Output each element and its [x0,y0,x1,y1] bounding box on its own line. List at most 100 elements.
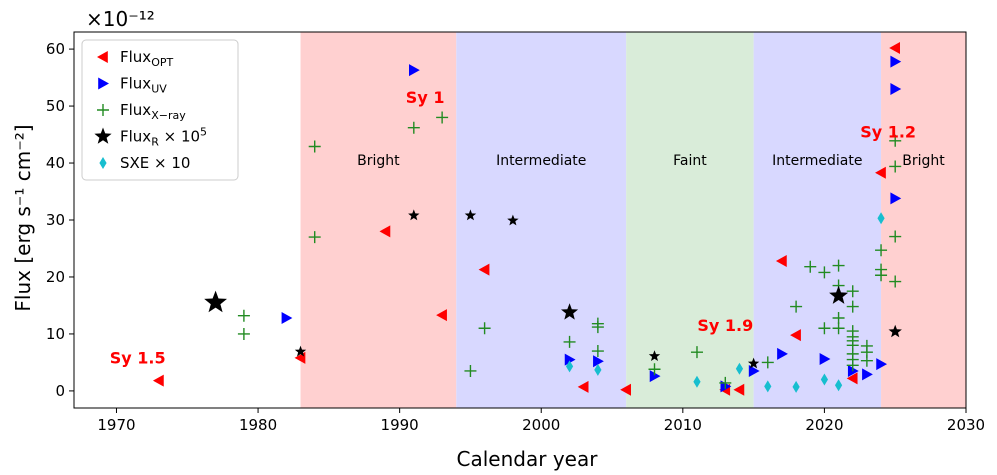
band-4 [881,32,966,408]
point-2-19 [818,322,831,335]
point-1-8 [819,353,831,366]
point-1-12 [890,55,902,68]
point-3-0 [204,290,227,313]
point-1-14 [890,192,902,205]
point-3-2 [408,209,420,221]
period-bands: Bright Intermediate Faint Intermediate Brigh… [300,32,966,408]
legend-label-4: SXE × 10 [120,154,190,172]
point-0-6 [620,383,631,396]
point-3-4 [507,214,519,226]
legend-label-0: FluxOPT [120,48,173,69]
data-points [152,41,902,396]
point-4-1 [594,363,602,376]
legend-marker-1 [98,77,109,90]
band-0 [300,32,457,408]
series-3 [204,209,902,369]
legend-marker-2 [97,104,109,116]
point-4-0 [565,360,574,373]
point-0-2 [379,225,391,238]
point-0-9 [775,255,787,268]
axes-frame: 1970 1980 1990 2000 2010 2020 2030010203040506… [46,31,985,434]
point-0-0 [152,374,164,387]
point-1-1 [409,64,420,77]
point-2-22 [832,311,845,324]
band-3 [753,32,882,408]
point-2-17 [804,260,817,273]
point-2-11 [591,345,604,358]
point-2-8 [563,335,576,348]
point-4-8 [877,212,885,225]
point-4-7 [834,379,843,392]
point-2-38 [875,269,888,282]
point-2-32 [846,359,859,372]
annotations: Sy 1.5 Sy 1 Sy 1.9 Sy 1.2 [110,88,916,367]
point-2-42 [889,275,902,288]
point-3-6 [648,350,661,361]
point-4-3 [735,362,744,375]
x-tick-label-2000: 2000 [522,416,560,434]
band-label-0: Bright [357,153,400,169]
x-tick-label-1980: 1980 [239,416,277,434]
y-tick-label-50: 50 [46,97,65,115]
point-2-39 [889,134,902,147]
point-1-11 [876,358,888,371]
y-tick-label-20: 20 [46,268,65,286]
y-tick-label-30: 30 [46,211,65,229]
legend-label-2: FluxX−ray [120,101,186,122]
x-tick-label-1970: 1970 [97,416,135,434]
point-2-1 [237,327,250,340]
series-2 [237,111,902,389]
y-tick-label-10: 10 [46,325,65,343]
point-0-8 [733,383,745,396]
point-1-3 [593,355,604,368]
point-2-20 [832,259,845,272]
point-0-12 [875,166,886,179]
point-2-41 [889,230,902,243]
band-2 [626,32,754,408]
point-2-24 [846,285,859,298]
legend-marker-0 [97,51,108,63]
point-2-14 [719,376,732,389]
x-tick-label-2010: 2010 [664,416,702,434]
legend: FluxOPT FluxUV FluxX−ray FluxR × 105 SXE × 1… [81,39,239,181]
point-2-18 [818,266,831,279]
point-2-5 [436,111,449,124]
point-0-11 [846,372,858,385]
legend-marker-4 [99,157,107,169]
x-tick-label-2030: 2030 [947,416,985,434]
point-1-6 [748,364,760,377]
point-0-3 [436,309,447,322]
x-tick-label-2020: 2020 [805,416,843,434]
point-2-15 [761,356,774,369]
point-0-13 [889,41,901,54]
y-axis-label: Flux [erg s⁻¹ cm⁻²] [11,124,35,311]
point-2-16 [790,300,803,313]
point-2-36 [875,244,888,257]
point-4-6 [820,373,829,386]
point-3-5 [561,303,579,320]
y-tick-label-0: 0 [55,382,65,400]
legend-label-3: FluxR × 105 [120,126,207,149]
point-2-40 [889,160,902,173]
x-axis-label: Calendar year [457,447,599,471]
y-tick-label-60: 60 [46,40,65,58]
point-0-5 [577,380,589,393]
point-3-9 [888,324,902,338]
point-1-10 [862,368,873,381]
y-tick-label-40: 40 [46,154,65,172]
point-4-5 [792,380,800,393]
point-3-1 [294,345,307,357]
annotation-3: Sy 1.2 [860,122,916,141]
point-2-25 [846,300,859,313]
point-2-3 [308,231,321,244]
x-tick-label-1990: 1990 [381,416,419,434]
point-0-4 [478,263,490,276]
point-0-10 [790,329,801,342]
point-2-2 [308,140,321,153]
series-4 [565,212,885,393]
point-2-12 [648,363,661,376]
legend-marker-3 [94,127,112,144]
point-2-35 [860,354,873,367]
point-2-10 [591,321,604,334]
